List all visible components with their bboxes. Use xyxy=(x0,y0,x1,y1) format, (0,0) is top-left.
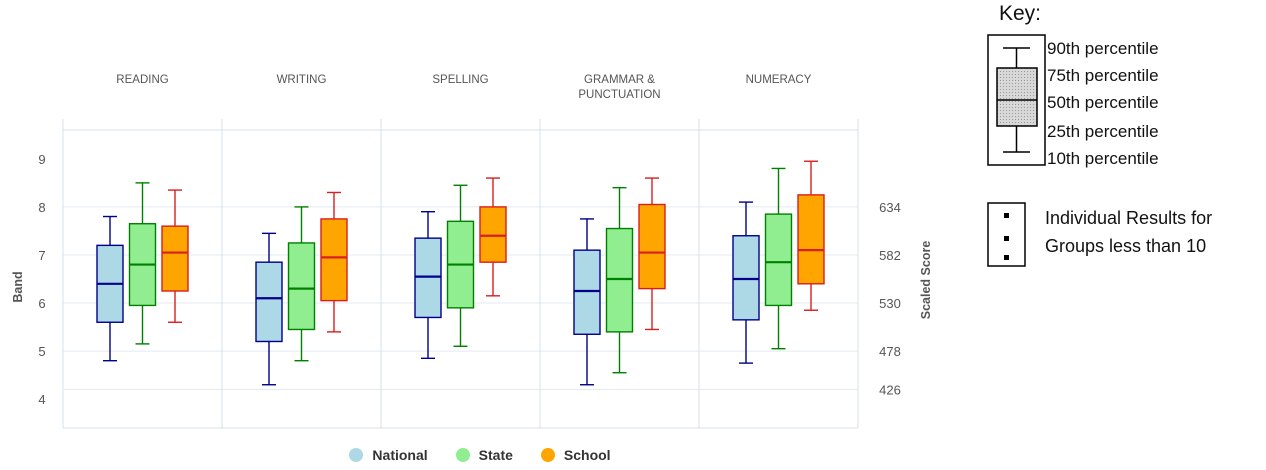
category-label: WRITING xyxy=(277,74,327,86)
category-label: NUMERACY xyxy=(746,74,812,86)
key-dots-frame xyxy=(987,202,1026,267)
key-dot-2 xyxy=(1004,236,1009,241)
box-iqr xyxy=(638,203,666,290)
y-right-tick-label: 426 xyxy=(879,383,901,398)
key-label-90th: 90th percentile xyxy=(1047,39,1159,58)
legend-label-state: State xyxy=(478,447,513,463)
y-left-tick-label: 6 xyxy=(38,296,45,311)
key-label-50th: 50th percentile xyxy=(1047,93,1159,112)
boxes xyxy=(96,160,825,386)
box-national xyxy=(732,201,760,364)
key-dot-1 xyxy=(1004,213,1009,218)
box-state xyxy=(446,184,475,347)
y-left-tick-label: 7 xyxy=(38,248,45,263)
category-label: READING xyxy=(116,74,168,86)
y-right-tick-label: 530 xyxy=(879,296,901,311)
legend-dot-school xyxy=(540,448,555,462)
category-headers: READING WRITING SPELLING GRAMMAR & PUNCTUATI… xyxy=(116,74,811,101)
box-iqr xyxy=(479,206,507,263)
box-iqr xyxy=(161,225,189,292)
y-left-axis-title: Band xyxy=(11,271,25,302)
box-iqr xyxy=(287,242,316,331)
box-national xyxy=(96,215,124,362)
box-iqr xyxy=(732,235,760,321)
key-label-75th: 75th percentile xyxy=(1047,66,1159,85)
box-iqr xyxy=(764,213,793,307)
category-label: PUNCTUATION xyxy=(578,89,660,101)
box-iqr xyxy=(255,261,283,343)
y-left-tick-label: 8 xyxy=(38,200,45,215)
box-school xyxy=(638,177,666,331)
y-left-tick-label: 5 xyxy=(38,344,45,359)
y-left-tick-label: 4 xyxy=(38,392,45,407)
box-school xyxy=(161,189,189,323)
legend-label-national: National xyxy=(372,447,428,463)
key-note-line2: Groups less than 10 xyxy=(1045,236,1207,256)
box-school xyxy=(320,191,348,333)
box-national xyxy=(414,211,442,360)
box-state xyxy=(128,182,157,345)
box-state xyxy=(605,186,634,374)
legend-item-national[interactable]: National xyxy=(349,447,428,463)
legend-dot-national xyxy=(349,448,364,462)
box-state xyxy=(764,167,793,350)
legend-item-state[interactable]: State xyxy=(455,447,513,463)
key-dots-diagram xyxy=(987,202,1026,267)
key-dot-3 xyxy=(1004,255,1009,260)
legend-item-school[interactable]: School xyxy=(540,447,611,463)
box-iqr xyxy=(573,249,601,335)
box-national xyxy=(255,232,283,386)
box-state xyxy=(287,206,316,362)
box-national xyxy=(573,218,601,386)
key-note-line1: Individual Results for xyxy=(1045,208,1213,228)
y-right-tick-label: 582 xyxy=(879,248,901,263)
box-iqr xyxy=(414,237,442,319)
key-label-25th: 25th percentile xyxy=(1047,122,1159,141)
box-plot-chart: READING WRITING SPELLING GRAMMAR & PUNCTUATI… xyxy=(11,74,933,429)
key-box-diagram xyxy=(987,34,1046,166)
y-right-tick-label: 634 xyxy=(879,200,901,215)
key-title: Key: xyxy=(999,2,1042,25)
key-panel: Key: 90th percentile 75th percentile 50t… xyxy=(985,0,1266,300)
key-box xyxy=(996,67,1038,127)
key-frame xyxy=(987,34,1046,166)
legend-dot-state xyxy=(455,448,470,462)
box-school xyxy=(479,177,507,297)
box-iqr xyxy=(605,227,634,333)
y-right-axis-title: Scaled Score xyxy=(919,241,933,320)
key-label-10th: 10th percentile xyxy=(1047,149,1159,168)
axes: 4 5 6 7 8 9 Band 426 478 530 582 634 Scaled Score xyxy=(11,152,933,407)
y-right-tick-label: 478 xyxy=(879,344,901,359)
box-school xyxy=(797,160,825,311)
category-label: SPELLING xyxy=(432,74,488,86)
box-iqr xyxy=(797,194,825,285)
legend-label-school: School xyxy=(563,447,611,463)
y-left-tick-label: 9 xyxy=(38,152,45,167)
legend: National State School xyxy=(0,447,960,463)
box-iqr xyxy=(320,218,348,302)
category-label: GRAMMAR & xyxy=(584,74,655,86)
